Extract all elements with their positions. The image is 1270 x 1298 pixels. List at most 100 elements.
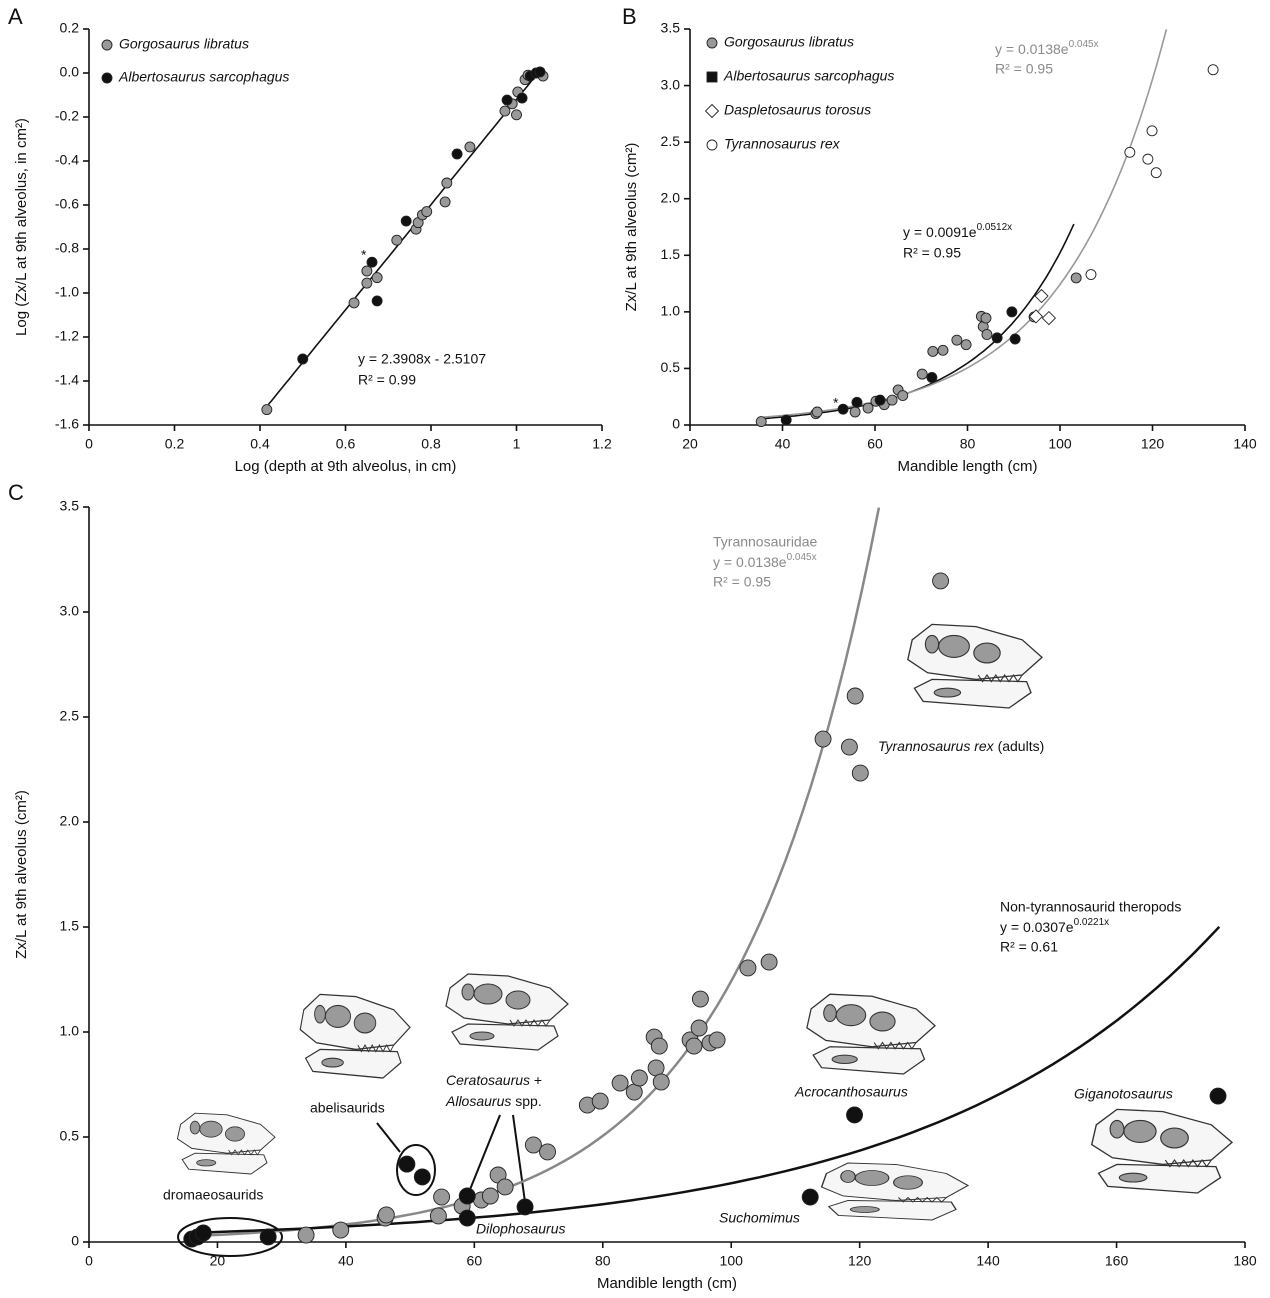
y-tick-label: 1.0 xyxy=(661,303,681,319)
y-axis-label: Zx/L at 9th alveolus (cm²) xyxy=(623,143,640,312)
r-squared: R² = 0.99 xyxy=(358,372,416,388)
y-tick-label: 2.0 xyxy=(661,189,681,205)
point xyxy=(760,953,778,971)
legend-label: Daspletosaurus torosus xyxy=(724,102,871,118)
x-tick-label: 120 xyxy=(1141,436,1165,452)
y-tick-label: 3.5 xyxy=(661,20,681,36)
label: Allosaurus spp. xyxy=(445,1093,542,1109)
point xyxy=(398,1155,416,1173)
x-tick-label: 0 xyxy=(85,1253,93,1269)
label: dromaeosaurids xyxy=(163,1187,263,1203)
y-tick-label: 1.0 xyxy=(60,1023,80,1039)
x-tick-label: 140 xyxy=(976,1253,1000,1269)
r-squared: R² = 0.95 xyxy=(903,245,961,261)
point xyxy=(261,404,273,416)
point xyxy=(1085,269,1097,280)
y-tick-label: -1.6 xyxy=(55,416,79,432)
y-tick-label: 2.5 xyxy=(60,708,80,724)
x-tick-label: 80 xyxy=(960,436,976,452)
point xyxy=(755,416,767,428)
point xyxy=(496,1178,514,1196)
point xyxy=(1034,288,1049,304)
point xyxy=(433,1188,451,1206)
label: Suchomimus xyxy=(719,1210,800,1226)
point xyxy=(780,414,792,426)
point xyxy=(851,764,869,782)
point xyxy=(391,234,403,246)
callouts xyxy=(177,1114,526,1257)
point xyxy=(611,1074,629,1092)
legend-label: Gorgosaurus libratus xyxy=(119,36,249,52)
x-tick-label: 1.2 xyxy=(592,436,612,452)
equation: y = 2.3908x - 2.5107 xyxy=(358,351,486,367)
y-tick-label: 3.0 xyxy=(661,76,681,92)
point xyxy=(927,346,939,357)
x-tick-label: 140 xyxy=(1233,436,1257,452)
label: Ceratosaurus + xyxy=(446,1072,542,1088)
point xyxy=(937,344,949,356)
point xyxy=(837,403,849,415)
point xyxy=(421,206,433,218)
point xyxy=(539,1143,556,1161)
legend-marker xyxy=(704,103,720,119)
point xyxy=(377,1206,395,1224)
y-tick-label: -0.6 xyxy=(55,196,79,212)
point xyxy=(1124,146,1136,158)
point xyxy=(439,196,451,208)
point xyxy=(534,66,546,78)
point xyxy=(691,990,709,1008)
x-tick-label: 80 xyxy=(595,1253,611,1269)
label: abelisaurids xyxy=(310,1100,385,1116)
point xyxy=(1209,1087,1227,1105)
x-tick-label: 0.4 xyxy=(250,436,270,452)
y-tick-label: 0.0 xyxy=(60,64,80,80)
fit-curve xyxy=(198,925,1221,1234)
point xyxy=(846,687,864,705)
point xyxy=(991,332,1003,344)
legend-label: Tyrannosaurus rex xyxy=(724,136,841,152)
x-tick-label: 120 xyxy=(848,1253,872,1269)
y-tick-label: 0 xyxy=(672,416,680,432)
point xyxy=(1070,272,1082,284)
point xyxy=(801,1188,819,1206)
panel-letter: C xyxy=(8,480,24,505)
panel-letter: B xyxy=(622,4,637,29)
y-tick-label: 0.5 xyxy=(661,359,681,375)
point xyxy=(361,277,373,289)
point xyxy=(811,406,823,418)
y-tick-label: 2.5 xyxy=(661,133,681,149)
point xyxy=(1150,167,1162,179)
x-tick-label: 40 xyxy=(775,436,791,452)
label: Dilophosaurus xyxy=(476,1221,566,1237)
point xyxy=(591,1092,609,1110)
equation: y = 0.0138e0.045x xyxy=(713,552,817,570)
fit-curve xyxy=(198,507,881,1238)
point xyxy=(451,148,463,160)
y-tick-label: 0 xyxy=(71,1233,79,1249)
legend-marker xyxy=(706,139,718,151)
x-tick-label: 0 xyxy=(85,436,93,452)
point xyxy=(1028,309,1044,324)
point xyxy=(926,372,938,383)
point xyxy=(951,334,963,346)
r-squared: R² = 0.95 xyxy=(713,574,771,590)
point xyxy=(1146,125,1158,137)
point xyxy=(739,959,757,977)
point xyxy=(297,1226,315,1244)
point xyxy=(849,406,861,418)
point xyxy=(413,1168,431,1186)
point xyxy=(846,1106,863,1124)
point xyxy=(960,339,972,351)
label: Giganotosaurus xyxy=(1074,1086,1173,1102)
point xyxy=(458,1187,476,1205)
point xyxy=(851,396,863,408)
x-tick-label: 20 xyxy=(682,436,698,452)
x-axis-label: Mandible length (cm) xyxy=(597,1275,737,1292)
y-tick-label: -1.4 xyxy=(55,372,79,388)
point xyxy=(400,215,412,227)
point xyxy=(814,730,832,748)
y-tick-label: -0.8 xyxy=(55,240,79,256)
fit-curve xyxy=(267,67,543,405)
point xyxy=(932,572,950,590)
